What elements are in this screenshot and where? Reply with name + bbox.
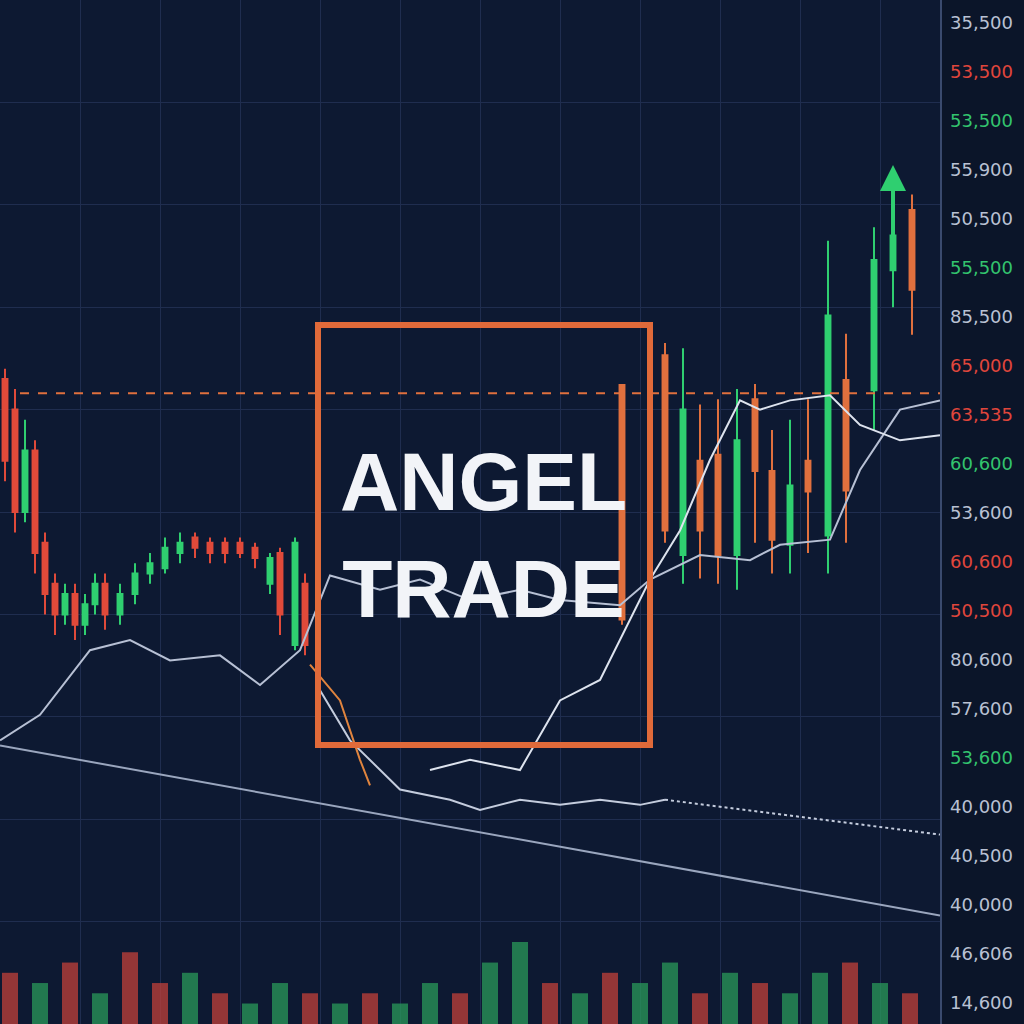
svg-text:57,600: 57,600	[950, 698, 1013, 719]
svg-text:40,500: 40,500	[950, 845, 1013, 866]
svg-text:60,600: 60,600	[950, 453, 1013, 474]
svg-text:53,500: 53,500	[950, 61, 1013, 82]
svg-text:35,500: 35,500	[950, 12, 1013, 33]
svg-text:80,600: 80,600	[950, 649, 1013, 670]
svg-text:55,900: 55,900	[950, 159, 1013, 180]
svg-text:53,600: 53,600	[950, 747, 1013, 768]
svg-text:40,000: 40,000	[950, 894, 1013, 915]
svg-text:65,000: 65,000	[950, 355, 1013, 376]
svg-text:50,500: 50,500	[950, 208, 1013, 229]
svg-text:63,535: 63,535	[950, 404, 1013, 425]
svg-text:50,500: 50,500	[950, 600, 1013, 621]
svg-text:40,000: 40,000	[950, 796, 1013, 817]
svg-text:60,600: 60,600	[950, 551, 1013, 572]
svg-text:85,500: 85,500	[950, 306, 1013, 327]
svg-text:55,500: 55,500	[950, 257, 1013, 278]
svg-text:ANGELTRADE: ANGELTRADE	[340, 436, 627, 634]
svg-text:14,600: 14,600	[950, 992, 1013, 1013]
svg-text:53,600: 53,600	[950, 502, 1013, 523]
svg-text:46,606: 46,606	[950, 943, 1013, 964]
svg-text:53,500: 53,500	[950, 110, 1013, 131]
